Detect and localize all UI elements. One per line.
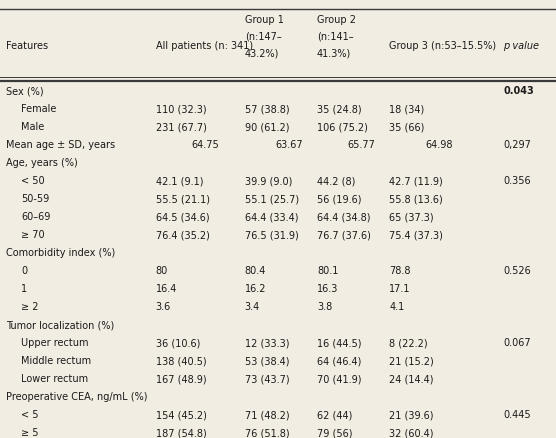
Text: Features: Features	[6, 41, 48, 51]
Text: 0.356: 0.356	[503, 176, 531, 186]
Text: Upper rectum: Upper rectum	[21, 337, 88, 347]
Text: Lower rectum: Lower rectum	[21, 373, 88, 383]
Text: 21 (15.2): 21 (15.2)	[389, 355, 434, 365]
Text: 110 (32.3): 110 (32.3)	[156, 104, 206, 114]
Text: 167 (48.9): 167 (48.9)	[156, 373, 206, 383]
Text: 57 (38.8): 57 (38.8)	[245, 104, 289, 114]
Text: 17.1: 17.1	[389, 283, 411, 293]
Text: 65 (37.3): 65 (37.3)	[389, 212, 434, 222]
Text: (n:141–: (n:141–	[317, 32, 354, 42]
Text: 187 (54.8): 187 (54.8)	[156, 427, 206, 437]
Text: Comorbidity index (%): Comorbidity index (%)	[6, 247, 115, 258]
Text: 4.1: 4.1	[389, 301, 404, 311]
Text: < 5: < 5	[21, 409, 38, 419]
Text: 3.8: 3.8	[317, 301, 332, 311]
Text: 16 (44.5): 16 (44.5)	[317, 337, 361, 347]
Text: 16.3: 16.3	[317, 283, 338, 293]
Text: ≥ 5: ≥ 5	[21, 427, 38, 437]
Text: 106 (75.2): 106 (75.2)	[317, 122, 368, 132]
Text: Group 2: Group 2	[317, 15, 356, 25]
Text: 65.77: 65.77	[348, 140, 375, 150]
Text: 75.4 (37.3): 75.4 (37.3)	[389, 230, 443, 240]
Text: 39.9 (9.0): 39.9 (9.0)	[245, 176, 292, 186]
Text: 64 (46.4): 64 (46.4)	[317, 355, 361, 365]
Text: Tumor localization (%): Tumor localization (%)	[6, 319, 114, 329]
Text: Mean age ± SD, years: Mean age ± SD, years	[6, 140, 115, 150]
Text: All patients (n: 341): All patients (n: 341)	[156, 41, 253, 51]
Text: 55.5 (21.1): 55.5 (21.1)	[156, 194, 210, 204]
Text: p value: p value	[503, 41, 539, 51]
Text: 64.4 (34.8): 64.4 (34.8)	[317, 212, 370, 222]
Text: 76 (51.8): 76 (51.8)	[245, 427, 289, 437]
Text: 12 (33.3): 12 (33.3)	[245, 337, 289, 347]
Text: Age, years (%): Age, years (%)	[6, 158, 77, 168]
Text: 76.7 (37.6): 76.7 (37.6)	[317, 230, 371, 240]
Text: 0.526: 0.526	[503, 265, 531, 276]
Text: 3.6: 3.6	[156, 301, 171, 311]
Text: 73 (43.7): 73 (43.7)	[245, 373, 289, 383]
Text: 154 (45.2): 154 (45.2)	[156, 409, 207, 419]
Text: (n:147–: (n:147–	[245, 32, 281, 42]
Text: Middle rectum: Middle rectum	[21, 355, 91, 365]
Text: 63.67: 63.67	[275, 140, 303, 150]
Text: 8 (22.2): 8 (22.2)	[389, 337, 428, 347]
Text: 231 (67.7): 231 (67.7)	[156, 122, 207, 132]
Text: 64.4 (33.4): 64.4 (33.4)	[245, 212, 298, 222]
Text: 55.8 (13.6): 55.8 (13.6)	[389, 194, 443, 204]
Text: Sex (%): Sex (%)	[6, 86, 43, 96]
Text: 64.5 (34.6): 64.5 (34.6)	[156, 212, 209, 222]
Text: 24 (14.4): 24 (14.4)	[389, 373, 434, 383]
Text: < 50: < 50	[21, 176, 44, 186]
Text: 36 (10.6): 36 (10.6)	[156, 337, 200, 347]
Text: 0.445: 0.445	[503, 409, 531, 419]
Text: 80.4: 80.4	[245, 265, 266, 276]
Text: 0.043: 0.043	[503, 86, 534, 96]
Text: 0.067: 0.067	[503, 337, 531, 347]
Text: 60–69: 60–69	[21, 212, 51, 222]
Text: Group 1: Group 1	[245, 15, 284, 25]
Text: 35 (66): 35 (66)	[389, 122, 425, 132]
Text: Male: Male	[21, 122, 44, 132]
Text: 64.98: 64.98	[426, 140, 453, 150]
Text: 64.75: 64.75	[192, 140, 220, 150]
Text: 70 (41.9): 70 (41.9)	[317, 373, 361, 383]
Text: 0: 0	[21, 265, 27, 276]
Text: 90 (61.2): 90 (61.2)	[245, 122, 289, 132]
Text: 76.5 (31.9): 76.5 (31.9)	[245, 230, 299, 240]
Text: 76.4 (35.2): 76.4 (35.2)	[156, 230, 210, 240]
Text: 35 (24.8): 35 (24.8)	[317, 104, 361, 114]
Text: 138 (40.5): 138 (40.5)	[156, 355, 206, 365]
Text: 71 (48.2): 71 (48.2)	[245, 409, 289, 419]
Text: 79 (56): 79 (56)	[317, 427, 353, 437]
Text: 32 (60.4): 32 (60.4)	[389, 427, 434, 437]
Text: 42.1 (9.1): 42.1 (9.1)	[156, 176, 203, 186]
Text: Female: Female	[21, 104, 57, 114]
Text: 80: 80	[156, 265, 168, 276]
Text: 16.2: 16.2	[245, 283, 266, 293]
Text: 50-59: 50-59	[21, 194, 49, 204]
Text: 43.2%): 43.2%)	[245, 48, 279, 58]
Text: 55.1 (25.7): 55.1 (25.7)	[245, 194, 299, 204]
Text: ≥ 2: ≥ 2	[21, 301, 38, 311]
Text: 3.4: 3.4	[245, 301, 260, 311]
Text: Preoperative CEA, ng/mL (%): Preoperative CEA, ng/mL (%)	[6, 391, 147, 401]
Text: 18 (34): 18 (34)	[389, 104, 424, 114]
Text: 42.7 (11.9): 42.7 (11.9)	[389, 176, 443, 186]
Text: 21 (39.6): 21 (39.6)	[389, 409, 434, 419]
Text: ≥ 70: ≥ 70	[21, 230, 44, 240]
Text: 62 (44): 62 (44)	[317, 409, 353, 419]
Text: 1: 1	[21, 283, 27, 293]
Text: 53 (38.4): 53 (38.4)	[245, 355, 289, 365]
Text: 16.4: 16.4	[156, 283, 177, 293]
Text: 41.3%): 41.3%)	[317, 48, 351, 58]
Text: Group 3 (n:53–15.5%): Group 3 (n:53–15.5%)	[389, 41, 497, 51]
Text: 80.1: 80.1	[317, 265, 338, 276]
Text: 78.8: 78.8	[389, 265, 411, 276]
Text: 44.2 (8): 44.2 (8)	[317, 176, 355, 186]
Text: 56 (19.6): 56 (19.6)	[317, 194, 361, 204]
Text: 0,297: 0,297	[503, 140, 531, 150]
